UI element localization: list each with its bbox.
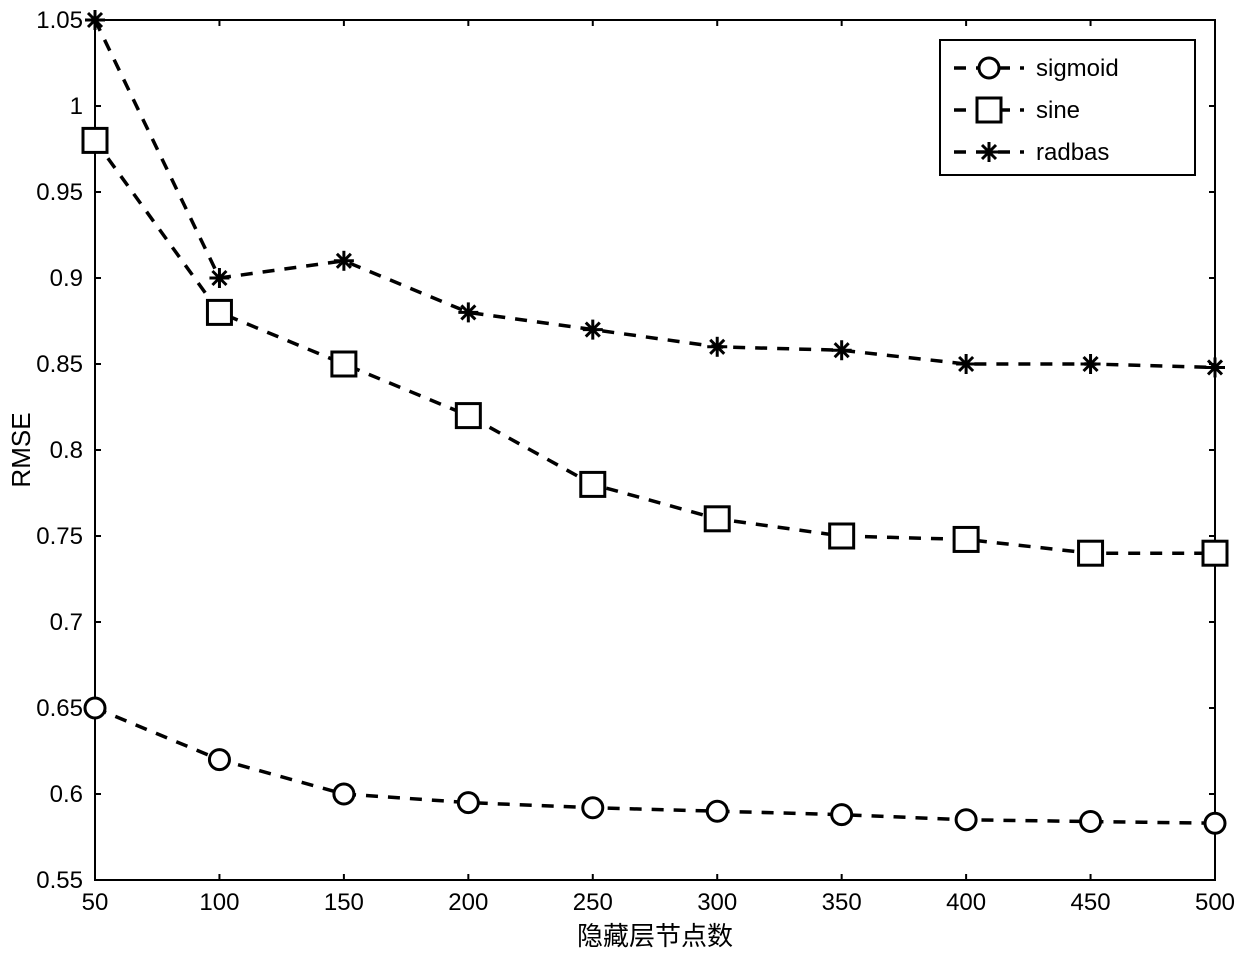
y-tick-label: 0.85 xyxy=(36,351,83,378)
x-tick-label: 300 xyxy=(697,889,737,916)
x-tick-label: 400 xyxy=(946,889,986,916)
legend-label-sigmoid: sigmoid xyxy=(1036,55,1119,82)
y-tick-label: 1 xyxy=(70,93,83,120)
y-tick-label: 0.55 xyxy=(36,867,83,894)
chart-container: 50 100 150 200 250 300 350 400 450 500 0.55 0.6 0.65… xyxy=(0,0,1240,962)
y-tick-label: 0.6 xyxy=(50,781,83,808)
x-tick-label: 200 xyxy=(448,889,488,916)
y-tick-label: 0.8 xyxy=(50,437,83,464)
x-tick-label: 500 xyxy=(1195,889,1235,916)
x-tick-label: 150 xyxy=(324,889,364,916)
x-tick-label: 50 xyxy=(82,889,109,916)
legend-marker-sine xyxy=(977,98,1001,122)
x-tick-label: 100 xyxy=(199,889,239,916)
y-axis-label: RMSE xyxy=(6,412,36,487)
y-tick-label: 0.9 xyxy=(50,265,83,292)
legend-marker-radbas xyxy=(979,142,999,162)
y-tick-label: 0.7 xyxy=(50,609,83,636)
x-tick-label: 450 xyxy=(1071,889,1111,916)
x-tick-label: 350 xyxy=(822,889,862,916)
legend-marker-sigmoid xyxy=(979,58,999,78)
line-chart: 50 100 150 200 250 300 350 400 450 500 0.55 0.6 0.65… xyxy=(0,0,1240,962)
x-axis-label: 隐藏层节点数 xyxy=(577,921,733,951)
x-tick-label: 250 xyxy=(573,889,613,916)
y-tick-label: 0.75 xyxy=(36,523,83,550)
y-tick-label: 0.65 xyxy=(36,695,83,722)
y-tick-label: 1.05 xyxy=(36,7,83,34)
legend-label-radbas: radbas xyxy=(1036,139,1109,166)
legend-label-sine: sine xyxy=(1036,97,1080,124)
y-tick-label: 0.95 xyxy=(36,179,83,206)
